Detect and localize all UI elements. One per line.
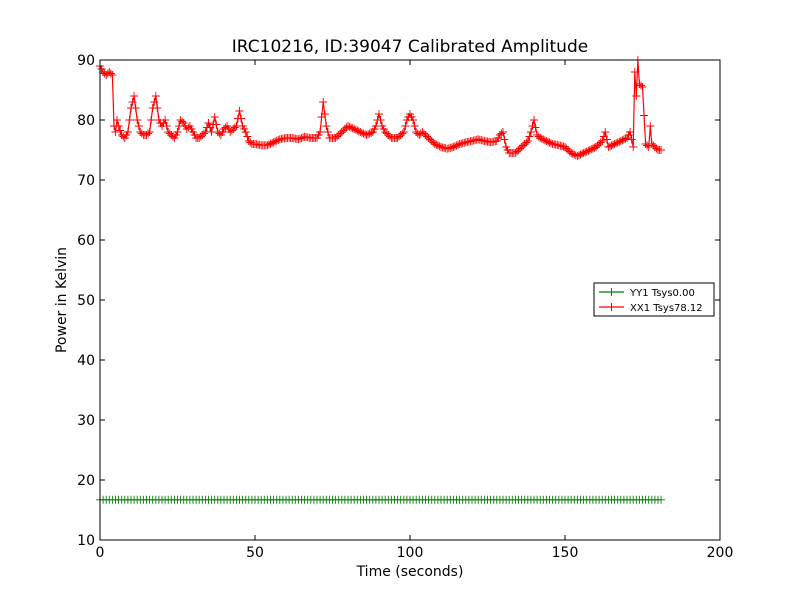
y-tick-label: 50 [77,293,95,309]
y-tick-label: 80 [77,113,95,129]
legend-label: YY1 Tsys0.00 [629,288,695,299]
y-tick-label: 40 [77,353,95,369]
y-tick-label: 10 [77,533,95,549]
x-tick-label: 200 [707,545,734,561]
x-tick-label: 0 [96,545,105,561]
x-tick-label: 100 [397,545,424,561]
y-tick-label: 60 [77,233,95,249]
chart-title: IRC10216, ID:39047 Calibrated Amplitude [232,37,588,57]
legend-label: XX1 Tsys78.12 [630,303,703,314]
y-tick-label: 70 [77,173,95,189]
legend-entry: YY1 Tsys0.00 [599,288,695,299]
legend-marker [607,303,616,311]
y-axis-label: Power in Kelvin [54,247,70,353]
legend-entry: XX1 Tsys78.12 [599,303,703,314]
legend-marker [607,288,616,296]
y-tick-label: 30 [77,413,95,429]
x-tick-label: 150 [552,545,579,561]
tick-layer: 0 50 100 150 200 10 20 30 40 50 60 70 80 90 [77,53,733,561]
y-tick-label: 90 [77,53,95,69]
series-yy1 [96,495,666,504]
y-tick-label: 20 [77,473,95,489]
x-tick-label: 50 [246,545,264,561]
x-axis-label: Time (seconds) [356,564,464,580]
legend-box [593,282,715,317]
legend: YY1 Tsys0.00 XX1 Tsys78.12 [593,282,715,317]
